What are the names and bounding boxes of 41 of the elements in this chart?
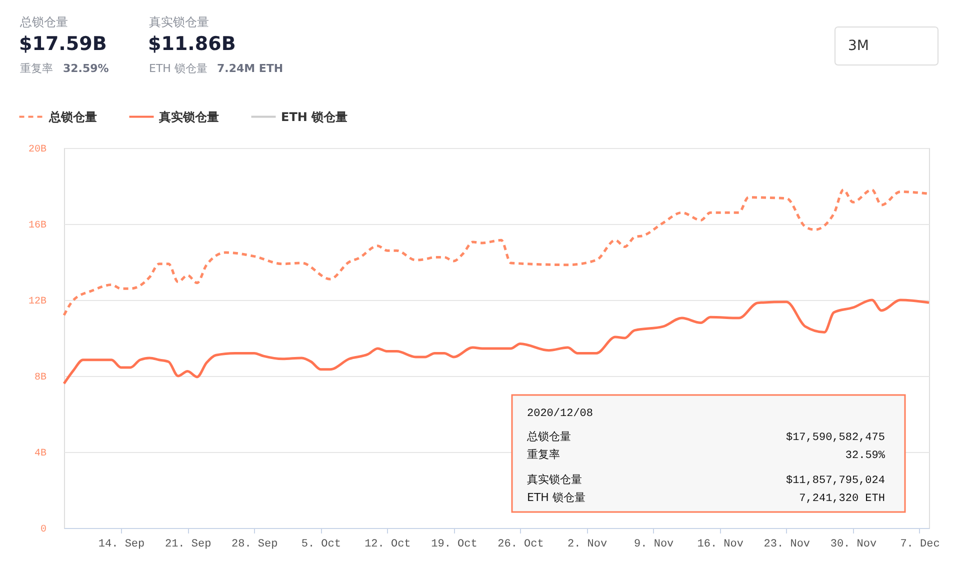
x-tick-label: 14. Sep [98,538,145,550]
y-tick-label: 16B [28,220,46,232]
text: 重复率 [20,62,53,75]
legend-label: 总锁仓量 [48,110,97,124]
annotation: 真实锁仓量 [527,473,582,486]
x-tick-label: 9. Nov [634,538,674,550]
annotation: 7,241,320 ETH [799,493,885,505]
line-series [62,298,930,385]
x-tick-label: 19. Oct [431,538,478,550]
annotation: $11,857,795,024 [786,475,886,487]
annotation: 32.59% [845,450,886,462]
x-tick-label: 21. Sep [164,538,212,550]
text: 真实锁仓量 [149,15,209,29]
annotation: ETH 锁仓量 [527,491,586,504]
legend-label: 真实锁仓量 [158,110,219,124]
y-tick-label: 20B [28,144,46,156]
annotation: $17,590,582,475 [786,432,885,444]
y-tick-label: 4B [34,448,46,460]
text: ETH 锁仓量 [149,62,208,75]
annotation: 重复率 [527,448,560,461]
legend-label: ETH 锁仓量 [281,110,348,124]
x-tick-label: 2. Nov [567,538,608,550]
x-tick-label: 30. Nov [830,538,877,550]
text: 32.59% [63,62,109,75]
x-tick-label: 12. Oct [364,538,411,550]
x-tick-label: 16. Nov [697,538,744,550]
x-tick-label: 7. Dec [900,538,940,550]
text: $11.86B [148,33,236,55]
x-tick-label: 28. Sep [232,538,278,550]
text: $17.59B [19,33,107,55]
text: 3M [848,38,869,54]
annotation: 2020/12/08 [527,408,594,420]
text: 总锁仓量 [19,15,68,29]
x-tick-label: 26. Oct [498,538,544,550]
x-tick-label: 5. Oct [301,538,341,550]
y-tick-label: 0 [40,524,46,536]
x-tick-label: 23. Nov [764,538,810,550]
y-tick-label: 12B [28,296,46,308]
annotation: 总锁仓量 [526,430,571,443]
text: 7.24M ETH [217,62,284,75]
y-tick-label: 8B [34,372,46,384]
